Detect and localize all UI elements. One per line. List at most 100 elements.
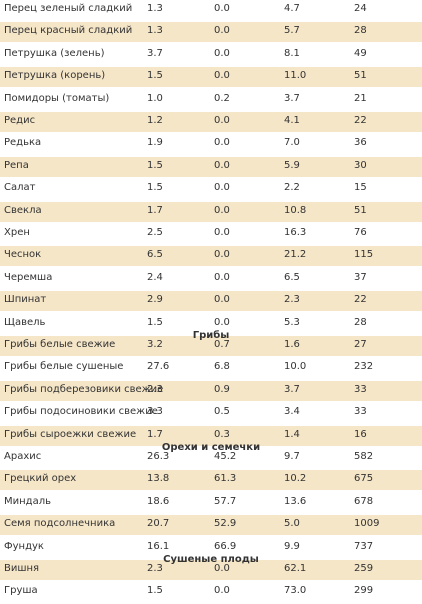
protein-value: 1.5 (147, 70, 163, 82)
calories-value: 76 (354, 227, 367, 238)
calories-value: 51 (354, 204, 367, 216)
table-row: Грибы белые свежие 3.2 0.7 1.6 27 (0, 336, 422, 356)
protein-value: 1.3 (147, 3, 163, 14)
product-name: Миндаль (4, 495, 51, 507)
carbs-value: 21.2 (284, 249, 307, 261)
protein-value: 1.5 (147, 182, 163, 194)
product-name: Груша (4, 585, 38, 597)
carbs-value: 2.3 (284, 294, 300, 306)
fat-value: 45.2 (214, 451, 237, 462)
table-row: Свекла 1.7 0.0 10.8 51 (0, 201, 422, 222)
protein-value: 2.3 (147, 383, 163, 395)
fat-value: 6.8 (214, 361, 230, 373)
table-row: Хрен 2.5 0.0 16.3 76 (0, 224, 422, 244)
protein-value: 1.2 (147, 115, 163, 126)
table-row: Грибы подосиновики свежие 3.3 0.5 3.4 33 (0, 403, 422, 424)
protein-value: 6.5 (147, 249, 163, 261)
protein-value: 2.4 (147, 271, 163, 283)
carbs-value: 1.6 (284, 339, 300, 350)
protein-value: 2.3 (147, 563, 163, 574)
product-name: Арахис (4, 451, 42, 462)
calories-value: 28 (354, 25, 367, 37)
calories-value: 33 (354, 383, 367, 395)
table-row: Миндаль 18.6 57.7 13.6 678 (0, 492, 422, 513)
calories-value: 36 (354, 137, 367, 149)
product-name: Хрен (4, 227, 30, 238)
fat-value: 0.0 (214, 227, 230, 238)
product-name: Перец красный сладкий (4, 25, 133, 37)
protein-value: 1.5 (147, 159, 163, 171)
protein-value: 1.5 (147, 585, 163, 597)
calories-value: 22 (354, 294, 367, 306)
product-name: Грибы белые свежие (4, 339, 116, 350)
table-row: Шпинат 2.9 0.0 2.3 22 (0, 291, 422, 312)
table-row: Семя подсолнечника 20.7 52.9 5.0 1009 (0, 515, 422, 536)
protein-value: 2.9 (147, 294, 163, 306)
carbs-value: 5.7 (284, 25, 300, 37)
table-row: Помидоры (томаты) 1.0 0.2 3.7 21 (0, 89, 422, 110)
table-row: Петрушка (зелень) 3.7 0.0 8.1 49 (0, 44, 422, 65)
product-name: Фундук (4, 540, 44, 552)
product-name: Грибы подосиновики свежие (4, 406, 158, 418)
calories-value: 27 (354, 339, 367, 350)
protein-value: 26.3 (147, 451, 170, 462)
table-row: Груша 1.5 0.0 73.0 299 (0, 582, 422, 603)
protein-value: 1.7 (147, 428, 163, 440)
table-row: Редис 1.2 0.0 4.1 22 (0, 112, 422, 132)
calories-value: 24 (354, 3, 367, 14)
calories-value: 675 (354, 473, 374, 485)
carbs-value: 1.4 (284, 428, 300, 440)
carbs-value: 5.9 (284, 159, 300, 171)
fat-value: 0.7 (214, 339, 230, 350)
carbs-value: 16.3 (284, 227, 307, 238)
product-name: Чеснок (4, 249, 42, 261)
carbs-value: 3.7 (284, 92, 300, 104)
protein-value: 20.7 (147, 518, 170, 530)
section-heading: Сушеные плоды (163, 554, 259, 565)
section-heading: Грибы (192, 330, 230, 341)
carbs-value: 73.0 (284, 585, 307, 597)
calories-value: 232 (354, 361, 374, 373)
calories-value: 582 (354, 451, 374, 462)
carbs-value: 3.7 (284, 383, 300, 395)
product-name: Редька (4, 137, 42, 149)
product-name: Салат (4, 182, 36, 194)
product-name: Петрушка (корень) (4, 70, 106, 82)
calories-value: 678 (354, 495, 374, 507)
table-row: Перец зеленый сладкий 1.3 0.0 4.7 24 (0, 0, 422, 20)
table-row: Салат 1.5 0.0 2.2 15 (0, 179, 422, 200)
fat-value: 0.0 (214, 249, 230, 261)
carbs-value: 7.0 (284, 137, 300, 149)
carbs-value: 62.1 (284, 563, 307, 574)
fat-value: 0.0 (214, 25, 230, 37)
fat-value: 0.0 (214, 159, 230, 171)
product-name: Грибы белые сушеные (4, 361, 124, 373)
product-name: Петрушка (зелень) (4, 47, 105, 59)
table-row: Вишня 2.3 0.0 62.1 259 (0, 560, 422, 580)
calories-value: 37 (354, 271, 367, 283)
calories-value: 22 (354, 115, 367, 126)
product-name: Щавель (4, 316, 46, 328)
calories-value: 49 (354, 47, 367, 59)
table-row: Репа 1.5 0.0 5.9 30 (0, 156, 422, 177)
protein-value: 1.5 (147, 316, 163, 328)
carbs-value: 13.6 (284, 495, 307, 507)
calories-value: 1009 (354, 518, 380, 530)
table-row: Щавель 1.5 0.0 5.3 28 (0, 313, 422, 334)
carbs-value: 8.1 (284, 47, 300, 59)
calories-value: 299 (354, 585, 374, 597)
product-name: Грецкий орех (4, 473, 77, 485)
table-row: Перец красный сладкий 1.3 0.0 5.7 28 (0, 22, 422, 43)
product-name: Шпинат (4, 294, 47, 306)
fat-value: 0.0 (214, 563, 230, 574)
product-name: Редис (4, 115, 36, 126)
table-row: Черемша 2.4 0.0 6.5 37 (0, 268, 422, 289)
table-row: Чеснок 6.5 0.0 21.2 115 (0, 246, 422, 267)
fat-value: 0.2 (214, 92, 230, 104)
carbs-value: 10.0 (284, 361, 307, 373)
product-name: Репа (4, 159, 29, 171)
product-name: Грибы сыроежки свежие (4, 428, 137, 440)
calories-value: 51 (354, 70, 367, 82)
table-row: Грибы белые сушеные 27.6 6.8 10.0 232 (0, 358, 422, 379)
